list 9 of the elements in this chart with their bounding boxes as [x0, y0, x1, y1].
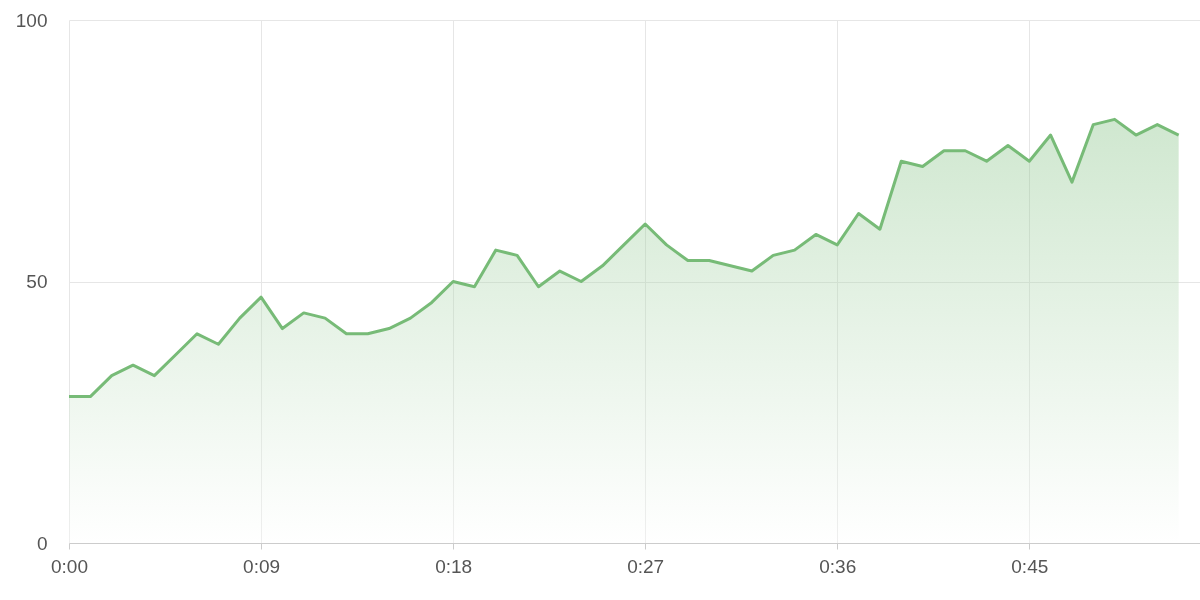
x-tick-label: 0:36 — [819, 555, 857, 577]
x-tick-label: 0:18 — [435, 555, 473, 577]
x-tick-label: 0:27 — [627, 555, 665, 577]
x-tick-label: 0:00 — [51, 555, 88, 577]
y-tick-label: 0 — [36, 532, 48, 554]
x-tick-label: 0:45 — [1011, 555, 1049, 577]
y-tick-label: 100 — [15, 9, 48, 31]
y-tick-label: 50 — [26, 271, 48, 292]
x-tick-label: 0:09 — [243, 555, 281, 577]
